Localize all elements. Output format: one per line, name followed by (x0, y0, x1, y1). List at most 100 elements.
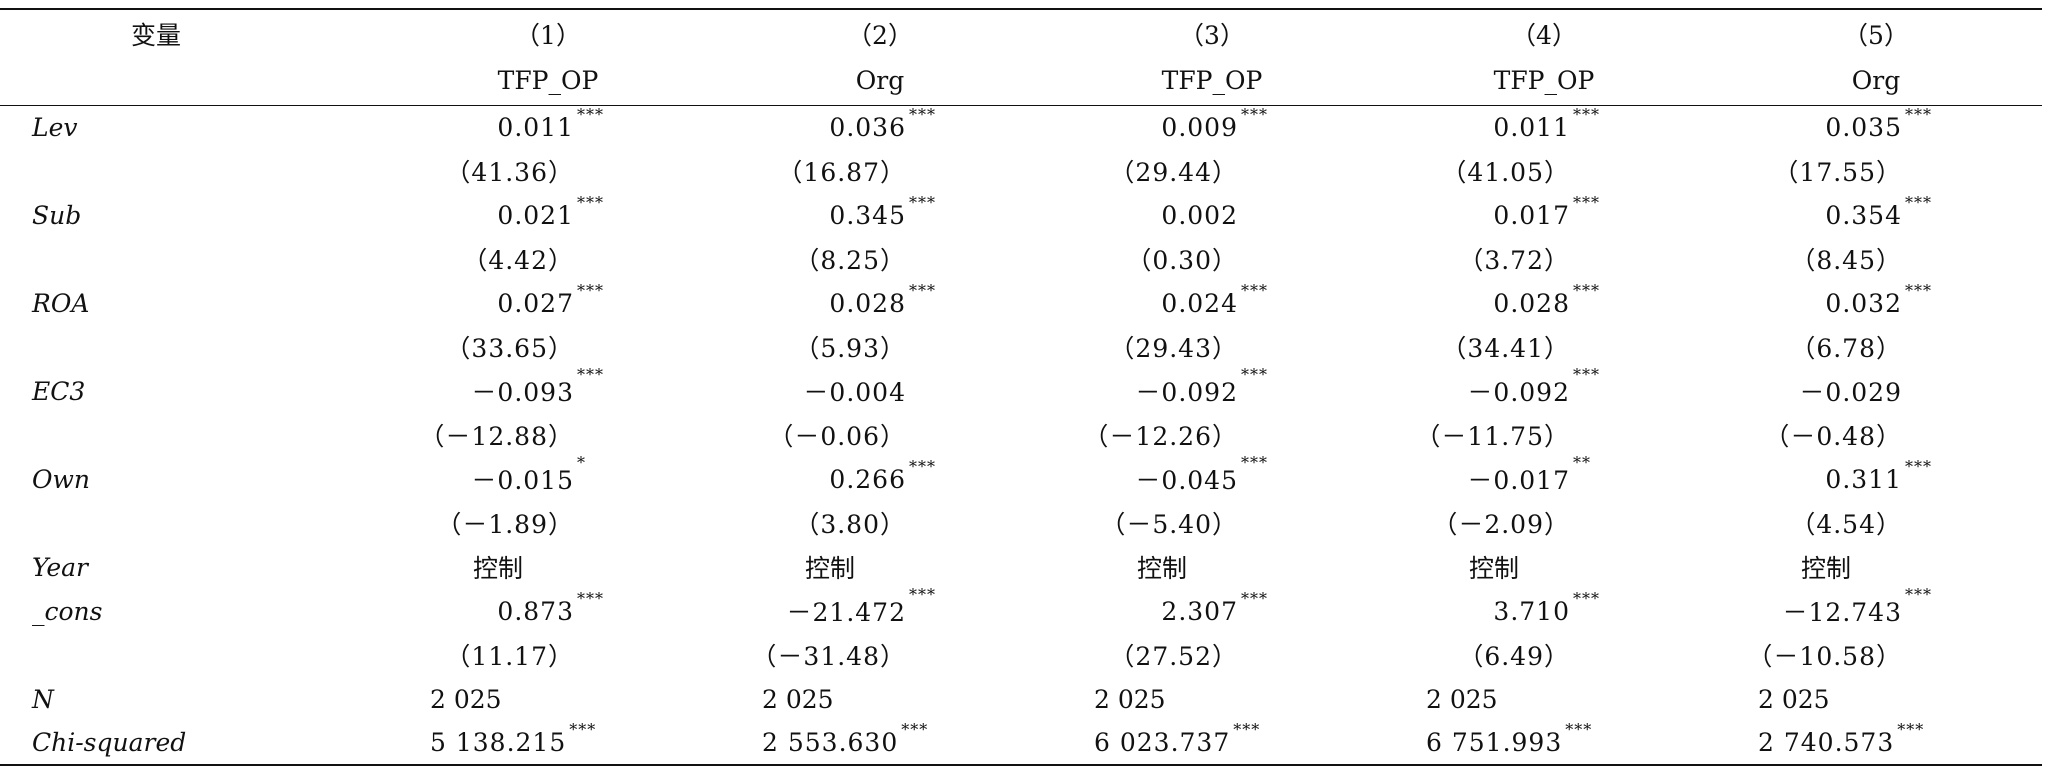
estimate-cell: 0.002 (1046, 193, 1378, 237)
table-row: （33.65） （5.93） （29.43） （34.41） （6.78） (0, 325, 2042, 369)
t-stat: （－1.89） (436, 510, 574, 539)
estimate-cell: 0.266 *** (714, 457, 1046, 501)
estimate: 2 553.630 *** (762, 720, 929, 757)
estimate: 0.027 *** (497, 280, 604, 318)
t-stat-cell: （6.78） (1710, 325, 2042, 369)
estimate-cell: －0.092 *** (1378, 365, 1710, 413)
dependent-variable: TFP_OP (1378, 57, 1710, 106)
t-stat: （34.41） (1441, 334, 1570, 363)
estimate-cell: 5 138.215 *** (382, 720, 714, 766)
estimate-cell: 0.017 *** (1378, 193, 1710, 237)
t-stat: （27.52） (1109, 642, 1238, 671)
estimate: －21.472 *** (786, 585, 936, 627)
observation-cell: 2 025 (1758, 684, 1830, 714)
estimate: 0.345 *** (829, 192, 936, 230)
estimate-cell: 3.710 *** (1378, 589, 1710, 633)
estimate: 0.021 *** (497, 192, 604, 230)
estimate-cell: 2 740.573 *** (1710, 720, 2042, 766)
significance-stars: *** (909, 280, 936, 300)
table-row: Lev 0.011 *** 0.036 *** 0.009 *** 0.011 *** 0.035… (0, 105, 2042, 149)
significance-stars: *** (577, 588, 604, 608)
significance-stars: * (577, 453, 586, 472)
t-stat-cell: （41.36） (382, 149, 714, 193)
t-stat: （3.72） (1458, 246, 1570, 275)
t-stat: （5.93） (794, 334, 906, 363)
t-stat-cell: （5.93） (714, 325, 1046, 369)
row-label-blank (0, 413, 382, 457)
observation-cell: 2 025 (1426, 684, 1498, 714)
significance-stars: *** (909, 104, 936, 124)
t-stat-cell: （11.17） (382, 633, 714, 677)
t-stat: （8.25） (794, 246, 906, 275)
significance-stars: ** (1573, 453, 1591, 472)
significance-stars: *** (577, 365, 604, 384)
table-row: ROA 0.027 *** 0.028 *** 0.024 *** 0.028 *** 0.032… (0, 281, 2042, 325)
t-stat: （16.87） (777, 158, 906, 187)
significance-stars: *** (1573, 365, 1600, 384)
t-stat: （6.49） (1458, 642, 1570, 671)
observation-cell: 2 025 (430, 684, 502, 714)
significance-stars: *** (1233, 720, 1261, 739)
control-cell: 控制 (1468, 554, 1519, 583)
estimate: 0.036 *** (829, 104, 936, 142)
estimate: 0.354 *** (1825, 192, 1932, 230)
table-row: Sub 0.021 *** 0.345 *** 0.002 0.017 *** 0.354 *** (0, 193, 2042, 237)
t-stat: （－11.75） (1415, 422, 1570, 451)
table-row: （4.42） （8.25） （0.30） （3.72） （8.45） (0, 237, 2042, 281)
row-label: N (32, 684, 54, 714)
estimate-cell: －0.029 (1710, 369, 2042, 413)
t-stat-cell: （41.05） (1378, 149, 1710, 193)
t-stat-cell: （0.30） (1046, 237, 1378, 281)
significance-stars: *** (1241, 453, 1268, 472)
t-stat: （41.36） (445, 158, 574, 187)
header-blank (0, 57, 382, 106)
row-label: ROA (32, 288, 90, 318)
significance-stars: *** (1905, 280, 1932, 300)
estimate-cell: －12.743 *** (1710, 585, 2042, 633)
control-cell: 控制 (1136, 554, 1187, 583)
t-stat-cell: （－31.48） (714, 633, 1046, 677)
column-number: （4） (1378, 8, 1710, 57)
estimate-cell: 0.345 *** (714, 193, 1046, 237)
t-stat: （33.65） (445, 334, 574, 363)
header-row: 变量 （1） （2） （3） （4） （5） (0, 8, 2042, 57)
estimate-cell: 0.035 *** (1710, 105, 2042, 149)
estimate: －12.743 *** (1782, 585, 1932, 627)
table-row: EC3 －0.093 *** －0.004 －0.092 *** －0.092 *** －0.0… (0, 365, 2042, 413)
estimate: 2.307 *** (1161, 588, 1268, 626)
t-stat: （－12.26） (1083, 422, 1238, 451)
estimate: 0.002 (1161, 200, 1238, 230)
t-stat-cell: （4.42） (382, 237, 714, 281)
estimate: 0.024 *** (1161, 280, 1268, 318)
row-label: _cons (32, 596, 103, 626)
t-stat: （－0.06） (768, 422, 906, 451)
control-cell: 控制 (472, 554, 523, 583)
row-label-blank (0, 237, 382, 281)
column-number: （3） (1046, 8, 1378, 57)
t-stat: （－2.09） (1432, 510, 1570, 539)
estimate-cell: 6 751.993 *** (1378, 720, 1710, 766)
table-row: Chi-squared 5 138.215 *** 2 553.630 *** 6 023… (0, 720, 2042, 766)
estimate: －0.092 *** (1467, 365, 1600, 407)
t-stat-cell: （－2.09） (1378, 501, 1710, 545)
row-label: EC3 (32, 376, 86, 406)
table-row: N 2 025 2 025 2 025 2 025 2 025 (0, 677, 2042, 721)
table-row: _cons 0.873 *** －21.472 *** 2.307 *** 3.710 *** －… (0, 585, 2042, 633)
estimate-cell: 0.311 *** (1710, 457, 2042, 501)
t-stat: （－5.40） (1100, 510, 1238, 539)
significance-stars: *** (1573, 104, 1600, 124)
estimate-cell: －0.093 *** (382, 365, 714, 413)
estimate: －0.004 (803, 378, 906, 407)
t-stat: （－0.48） (1764, 422, 1902, 451)
table-container: 变量 （1） （2） （3） （4） （5） TFP_OP Org TFP_OP TFP_OP… (0, 8, 2048, 766)
estimate-cell: 0.011 *** (1378, 105, 1710, 149)
significance-stars: *** (909, 585, 936, 604)
table-body: Lev 0.011 *** 0.036 *** 0.009 *** 0.011 *** 0.035… (0, 105, 2042, 766)
significance-stars: *** (577, 192, 604, 212)
t-stat-cell: （27.52） (1046, 633, 1378, 677)
row-label: Sub (32, 200, 82, 230)
significance-stars: *** (1573, 192, 1600, 212)
t-stat: （3.80） (794, 510, 906, 539)
dependent-variable: Org (1710, 57, 2042, 106)
